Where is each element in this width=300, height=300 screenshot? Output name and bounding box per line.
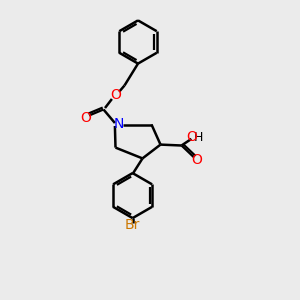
Text: Br: Br (125, 218, 140, 232)
Text: N: N (113, 118, 124, 131)
Text: O: O (80, 112, 91, 125)
Text: O: O (191, 154, 202, 167)
Text: H: H (193, 131, 203, 144)
Text: O: O (186, 130, 197, 144)
Text: O: O (110, 88, 121, 102)
